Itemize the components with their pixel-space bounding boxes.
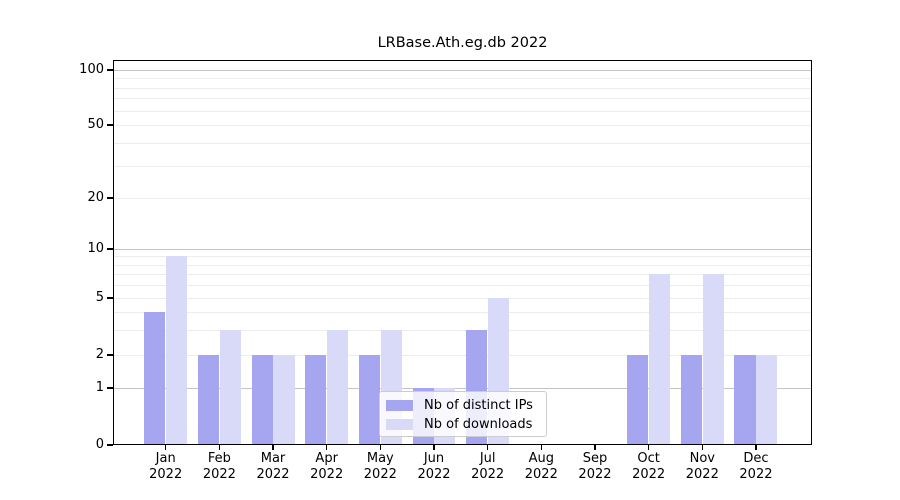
x-tick-label: Feb 2022 bbox=[202, 451, 236, 482]
bar-feb-downloads bbox=[219, 329, 241, 445]
y-tick-label: 1 bbox=[95, 380, 104, 395]
bar-dec-distinct-ips bbox=[734, 355, 756, 445]
x-tick-label: Apr 2022 bbox=[310, 451, 344, 482]
x-tick-mark bbox=[379, 445, 382, 450]
y-tick-mark bbox=[107, 69, 113, 71]
x-tick-mark bbox=[755, 445, 757, 450]
bar-may-distinct-ips bbox=[358, 355, 381, 445]
legend-swatch-downloads bbox=[386, 419, 413, 430]
x-tick-label: Mar 2022 bbox=[256, 451, 290, 482]
x-tick-label: Jan 2022 bbox=[149, 451, 183, 482]
minor-gridline bbox=[113, 274, 812, 276]
minor-gridline bbox=[113, 78, 812, 80]
minor-gridline bbox=[113, 298, 812, 299]
x-tick-label: Oct 2022 bbox=[632, 451, 666, 482]
bar-jan-distinct-ips bbox=[144, 311, 166, 445]
bar-apr-distinct-ips bbox=[305, 355, 327, 445]
x-tick-label: Jul 2022 bbox=[471, 451, 505, 482]
bar-oct-distinct-ips bbox=[627, 355, 649, 445]
minor-gridline bbox=[113, 98, 812, 100]
x-tick-mark bbox=[433, 445, 435, 450]
legend-entry: Nb of downloads bbox=[386, 415, 546, 434]
bar-dec-downloads bbox=[756, 355, 778, 445]
y-tick-label: 50 bbox=[87, 117, 104, 132]
legend-label: Nb of downloads bbox=[424, 417, 533, 432]
x-tick-mark bbox=[540, 445, 542, 450]
x-tick-label: Dec 2022 bbox=[739, 451, 773, 482]
minor-gridline bbox=[113, 264, 812, 266]
bar-apr-downloads bbox=[326, 329, 349, 445]
y-tick-mark bbox=[107, 297, 113, 299]
y-tick-label: 100 bbox=[79, 62, 104, 77]
bar-jan-downloads bbox=[165, 256, 188, 445]
minor-gridline bbox=[113, 142, 812, 144]
x-tick-mark bbox=[486, 445, 489, 450]
minor-gridline bbox=[113, 256, 812, 258]
bar-feb-distinct-ips bbox=[197, 355, 220, 445]
minor-gridline bbox=[113, 198, 812, 199]
y-tick-label: 20 bbox=[87, 190, 104, 205]
y-tick-mark bbox=[107, 444, 113, 446]
y-tick-mark bbox=[107, 197, 113, 199]
x-tick-mark bbox=[594, 445, 596, 450]
y-tick-label: 0 bbox=[95, 437, 104, 452]
bar-mar-downloads bbox=[273, 355, 295, 445]
y-tick-mark bbox=[107, 354, 113, 356]
minor-gridline bbox=[113, 285, 812, 287]
minor-gridline bbox=[113, 355, 812, 356]
legend-entry: Nb of distinct IPs bbox=[386, 396, 546, 415]
x-tick-mark bbox=[272, 445, 274, 450]
bar-nov-downloads bbox=[702, 274, 724, 445]
x-tick-label: Aug 2022 bbox=[524, 451, 558, 482]
minor-gridline bbox=[113, 311, 812, 313]
x-tick-mark bbox=[647, 445, 650, 450]
x-tick-mark bbox=[701, 445, 703, 450]
minor-gridline bbox=[113, 125, 812, 126]
y-tick-label: 2 bbox=[95, 347, 104, 362]
legend: Nb of distinct IPs Nb of downloads bbox=[379, 391, 547, 437]
chart-title: LRBase.Ath.eg.db 2022 bbox=[377, 35, 548, 51]
plot-area bbox=[113, 60, 812, 445]
minor-gridline bbox=[113, 329, 812, 331]
x-tick-label: May 2022 bbox=[363, 451, 397, 482]
bar-nov-distinct-ips bbox=[680, 355, 703, 445]
x-tick-mark bbox=[218, 445, 221, 450]
bar-oct-downloads bbox=[648, 274, 671, 445]
major-gridline bbox=[113, 70, 812, 71]
minor-gridline bbox=[113, 165, 812, 167]
y-tick-mark bbox=[107, 248, 113, 250]
y-tick-label: 5 bbox=[95, 290, 104, 305]
major-gridline bbox=[113, 388, 812, 389]
legend-label: Nb of distinct IPs bbox=[424, 398, 533, 413]
legend-swatch-distinct-ips bbox=[386, 400, 413, 411]
minor-gridline bbox=[113, 87, 812, 89]
y-tick-mark bbox=[107, 387, 113, 389]
y-tick-mark bbox=[107, 124, 113, 126]
x-tick-label: Nov 2022 bbox=[685, 451, 719, 482]
minor-gridline bbox=[113, 110, 812, 112]
y-tick-label: 10 bbox=[87, 241, 104, 256]
x-tick-mark bbox=[165, 445, 167, 450]
x-tick-label: Sep 2022 bbox=[578, 451, 612, 482]
x-tick-mark bbox=[325, 445, 328, 450]
bar-mar-distinct-ips bbox=[251, 355, 273, 445]
x-tick-label: Jun 2022 bbox=[417, 451, 451, 482]
major-gridline bbox=[113, 249, 812, 250]
